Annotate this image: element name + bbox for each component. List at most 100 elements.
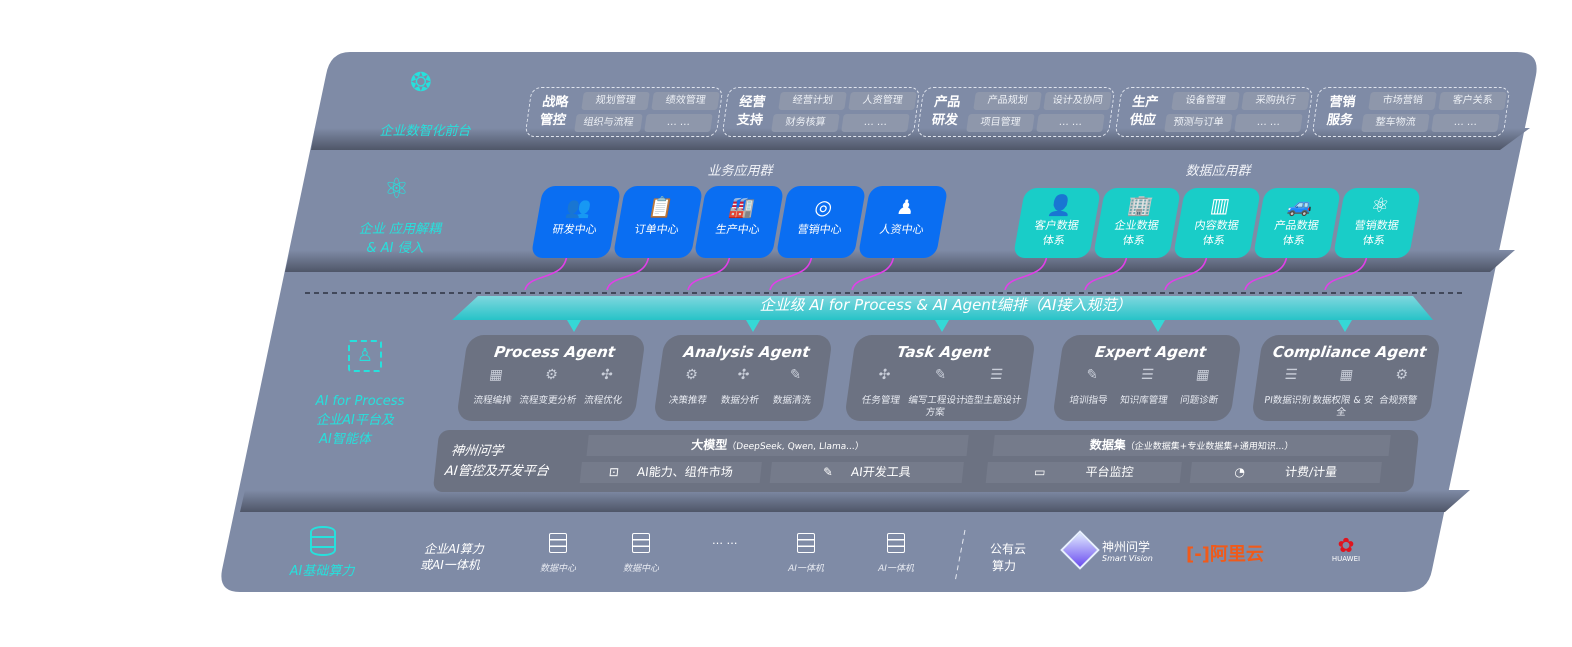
data-clean-icon: ✎ [788,367,803,383]
agent-card[interactable]: Task Agent ✣ 任务管理 ✎ 编写工程设计方案 ☰ 造型主题设计 [843,335,1037,421]
data-app-card[interactable]: 🚙 产品数据 体系 [1252,188,1342,258]
agent-capability[interactable]: ☰ 造型主题设计 [961,367,1028,407]
data-app-card[interactable]: ▥ 内容数据 体系 [1172,188,1262,258]
group-title: 战略 管控 [538,95,570,128]
frontend-label: 企业数智化前台 [379,124,471,139]
dataset-note: （企业数据集+专业数据集+通用知识...） [1125,442,1294,452]
capability-group: 营销 服务 市场营销 客户关系 整车物流… … [1311,87,1511,137]
data-app-label-2: 体系 [1361,234,1387,247]
llm-title: 大模型 [690,438,729,452]
capability-chip[interactable]: … … [1036,114,1105,132]
ai-platform: 神州问学 AI管控及开发平台 大模型（DeepSeek, Qwen, Llama… [432,430,1420,492]
checklist-icon: ☰ [989,367,1004,383]
capability-group: 产品 研发 产品规划 设计及协同 项目管理… … [916,87,1116,137]
agent-title: Compliance Agent [1271,343,1428,361]
business-app-card[interactable]: 👥 研发中心 [530,186,622,258]
server-label: 数据中心 [539,564,576,574]
huawei-logo: ✿ HUAWEI [1326,535,1366,563]
agent-card[interactable]: Process Agent ▦ 流程编排 ⚙ 流程变更分析 ✣ 流程优化 [455,335,647,421]
down-arrow-icon [1338,320,1352,332]
business-app-card[interactable]: 📋 订单中心 [612,186,704,258]
platform-monitor[interactable]: ▭ 平台监控 [985,462,1182,483]
optimize-icon: ✣ [599,367,614,383]
face-scan-icon: ♙ [348,340,382,372]
car-icon: 🚙 [1285,193,1315,217]
billing-label: 计费/计量 [1284,465,1338,479]
data-app-label-2: 体系 [1121,234,1147,247]
billing[interactable]: ◔ 计费/计量 [1189,462,1382,483]
capability-chip[interactable]: … … [841,114,910,132]
agent-capability-label: 造型主题设计 [963,395,1023,406]
capability-chip[interactable]: 财务核算 [771,114,840,132]
cloud-label-1: 公有云 [990,542,1027,556]
agent-capability[interactable]: ✣ 流程优化 [571,367,638,407]
factory-icon: 🏭 [727,195,757,219]
capability-chip[interactable]: 设备管理 [1171,92,1240,110]
dev-tools[interactable]: ✎ AI开发工具 [769,462,964,483]
data-app-card[interactable]: 🏢 企业数据 体系 [1092,188,1182,258]
platform-title-2: AI管控及开发平台 [444,464,550,479]
infra-label: AI基础算力 [289,564,355,579]
business-app-card[interactable]: ♟ 人资中心 [857,186,949,258]
network-icon: ✣ [877,367,892,383]
capability-chip[interactable]: … … [644,114,713,132]
business-app-label: 研发中心 [551,223,598,236]
down-arrow-icon [935,320,949,332]
business-app-card[interactable]: ◎ 营销中心 [775,186,867,258]
building-icon: 🏢 [1125,193,1155,217]
agent-card[interactable]: Expert Agent ✎ 培训指导 ☰ 知识库管理 ▦ 问题诊断 [1051,335,1243,421]
data-app-card[interactable]: ⚛ 营销数据体系 [1332,188,1422,258]
business-app-card[interactable]: 🏭 生产中心 [693,186,785,258]
capability-chip[interactable]: 绩效管理 [651,92,720,110]
aliyun-logo-text: 阿里云 [1209,544,1264,565]
capability-chip[interactable]: 市场营销 [1368,92,1437,110]
capability-chip[interactable]: 采购执行 [1241,92,1310,110]
data-app-label-1: 营销数据 [1353,219,1400,232]
capability-chip[interactable]: 预测与订单 [1164,114,1233,132]
shenzhou-logo-sub: Smart Vision [1102,554,1153,563]
capability-chip[interactable]: 产品规划 [973,92,1042,110]
user-icon: 👤 [1045,193,1075,217]
agent-capability[interactable]: ✎ 数据清洗 [760,367,827,407]
agent-capability[interactable]: ⚙ 合规预警 [1366,367,1433,407]
down-arrow-icon [1151,320,1165,332]
server-label: AI一体机 [878,564,914,574]
aliyun-logo: [-]阿里云 [1186,540,1264,566]
capability-chip[interactable]: … … [1234,114,1303,132]
agent-title: Task Agent [895,343,992,361]
agent-capability-label: 培训指导 [1068,395,1109,406]
capability-chip[interactable]: 组织与流程 [574,114,643,132]
capability-chip[interactable]: 项目管理 [966,114,1035,132]
dev-tools-icon: ✎ [822,465,834,479]
agent-capability[interactable]: ▦ 问题诊断 [1167,367,1234,407]
data-app-card[interactable]: 👤 客户数据 体系 [1012,188,1102,258]
down-arrow-icon [746,320,760,332]
agent-capability-label: 知识库管理 [1119,395,1169,406]
capability-group: 战略 管控 规划管理 绩效管理 组织与流程… … [524,87,724,137]
component-market[interactable]: ⊡ AI能力、组件市场 [579,462,762,483]
connector-arrow [1004,251,1048,291]
capability-chip[interactable]: 整车物流 [1361,114,1430,132]
agent-card[interactable]: Analysis Agent ⚙ 决策推荐 ✣ 数据分析 ✎ 数据清洗 [652,335,834,421]
capability-chip[interactable]: 设计及协同 [1043,92,1112,110]
agent-card[interactable]: Compliance Agent ☰ PI数据识别 ▦ 数据权限 & 安全 ⚙ 合规预警 [1250,335,1442,421]
shenzhou-logo-text: 神州问学 [1102,540,1151,554]
connector-arrow [1164,251,1208,291]
group-title: 营销 服务 [1325,95,1357,128]
capability-chip[interactable]: 人资管理 [848,92,917,110]
agent-capability-label: 流程编排 [472,395,513,406]
cloud-icon: ✎ [933,367,948,383]
llm-note: （DeepSeek, Qwen, Llama...） [726,442,865,452]
capability-chip[interactable]: 规划管理 [581,92,650,110]
capability-chip[interactable]: 经营计划 [778,92,847,110]
connector-arrow [606,251,650,291]
connector-arrow [687,251,731,291]
capability-chip[interactable]: … … [1431,114,1500,132]
connector-arrow [1084,251,1128,291]
apps-label-1: 企业 应用解耦 [358,222,442,237]
atom-icon: ⚛ [1369,193,1392,217]
agent-title: Process Agent [493,343,617,361]
server-icon [887,533,905,553]
orchestration-banner: 企业级 AI for Process & AI Agent编排（AI接入规范） [759,296,1132,314]
capability-chip[interactable]: 客户关系 [1438,92,1507,110]
